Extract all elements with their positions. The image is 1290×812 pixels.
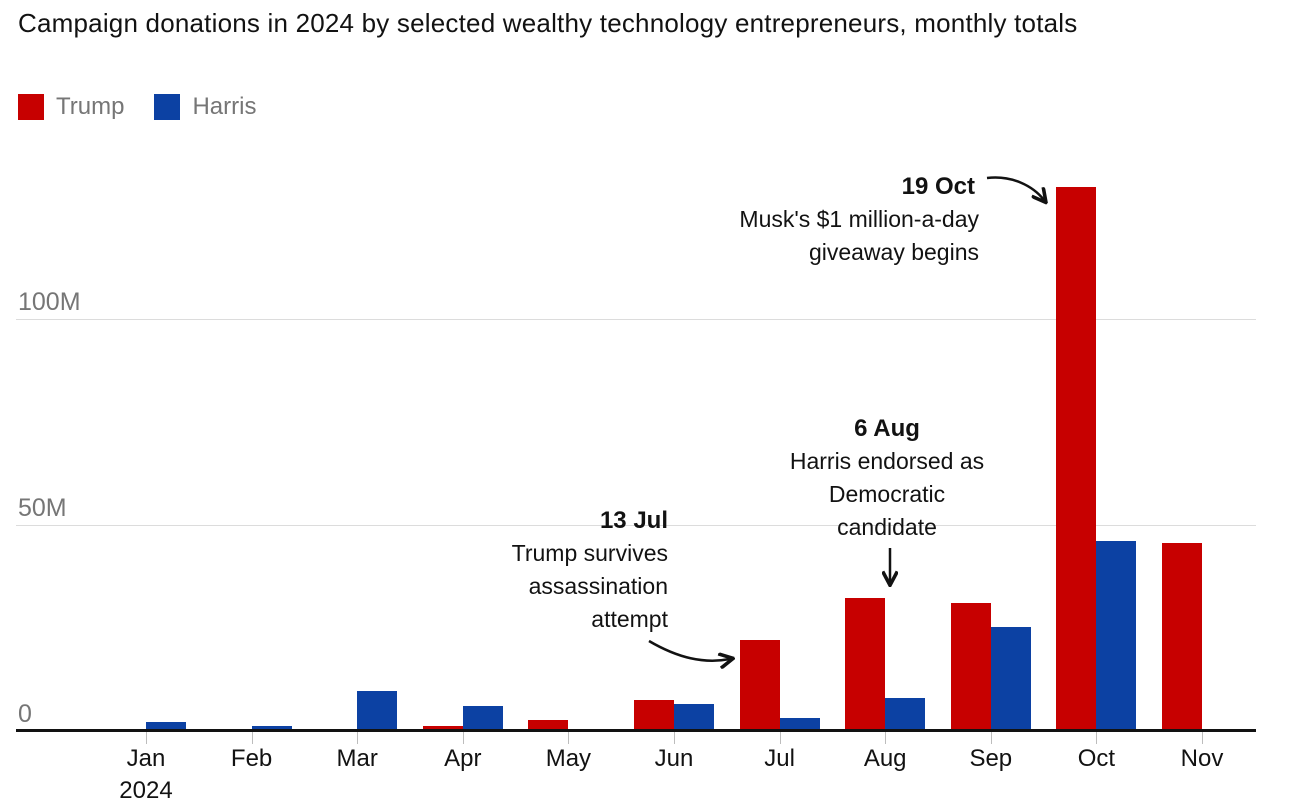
tick-jun [674, 732, 675, 744]
annotation-19oct-date: 19 Oct [901, 173, 975, 200]
bar-harris-feb [251, 726, 292, 730]
bar-trump-aug [845, 598, 886, 730]
tick-nov [1202, 732, 1203, 744]
legend: Trump Harris [18, 93, 256, 121]
annotation-6aug-date: 6 Aug [854, 415, 920, 442]
bar-trump-nov [1162, 543, 1202, 730]
y-axis-label-100m: 100M [18, 288, 81, 316]
annotation-6aug-line1: Harris endorsed as [789, 448, 985, 474]
month-label-sep: Sep [969, 745, 1013, 772]
annotation-6aug-line3: candidate [837, 514, 937, 540]
annotation-13jul: 13 Jul Trump survives assassination atte… [512, 504, 668, 636]
gridline-50m [16, 525, 1256, 526]
tick-jul [779, 732, 781, 744]
tick-jan [146, 732, 147, 744]
annotation-13jul-line2: assassination [528, 573, 668, 599]
annotation-19oct: 19 Oct Musk's $1 million-a-day giveaway … [739, 170, 979, 269]
bar-harris-jul [779, 718, 820, 730]
annotation-6aug-line2: Democratic [828, 481, 946, 507]
month-label-oct: Oct [1077, 745, 1116, 772]
month-label-apr: Apr [444, 745, 482, 772]
bar-trump-apr [422, 726, 463, 730]
month-label-jan: Jan 2024 [86, 743, 206, 807]
month-label-nov: Nov [1180, 745, 1224, 772]
tick-apr [462, 732, 464, 744]
bar-harris-oct [1096, 541, 1137, 730]
bar-trump-oct [1056, 187, 1097, 730]
legend-swatch-trump [18, 94, 44, 120]
bar-trump-may [528, 720, 569, 730]
month-label-may: May [545, 745, 592, 772]
bar-harris-apr [462, 706, 503, 730]
arrow-13jul-icon [648, 639, 730, 661]
tick-mar [357, 732, 359, 744]
month-label-feb: Feb [230, 745, 273, 772]
tick-oct [1096, 732, 1098, 744]
month-label-mar: Mar [336, 745, 378, 772]
bar-harris-sep [990, 627, 1031, 730]
legend-item-trump: Trump [18, 93, 124, 121]
bar-trump-sep [950, 603, 991, 730]
month-label-jul: Jul [764, 745, 795, 772]
bar-trump-jun [634, 700, 674, 730]
gridline-100m [16, 319, 1256, 320]
tick-may [568, 732, 570, 744]
month-label-aug: Aug [863, 745, 907, 772]
legend-label-harris: Harris [192, 93, 257, 120]
y-axis-label-0: 0 [18, 700, 32, 728]
legend-label-trump: Trump [56, 93, 125, 120]
legend-swatch-harris [154, 94, 181, 120]
annotation-6aug: 6 Aug Harris endorsed as Democratic cand… [767, 412, 1007, 544]
chart-title: Campaign donations in 2024 by selected w… [18, 8, 1078, 38]
tick-feb [251, 732, 253, 744]
year-label: 2024 [119, 777, 173, 804]
bar-harris-jun [674, 704, 714, 730]
x-axis-line [16, 729, 1256, 732]
annotation-19oct-line2: giveaway begins [808, 239, 979, 265]
legend-item-harris: Harris [154, 93, 256, 121]
tick-sep [990, 732, 992, 744]
bar-harris-aug [885, 698, 926, 730]
annotation-13jul-line3: attempt [591, 606, 668, 632]
y-axis-label-50m: 50M [18, 494, 67, 522]
annotation-19oct-line1: Musk's $1 million-a-day [739, 206, 979, 232]
bar-trump-jul [739, 640, 780, 730]
arrow-19oct-icon [986, 176, 1044, 200]
bar-harris-mar [357, 691, 398, 730]
tick-aug [885, 732, 887, 744]
annotation-13jul-date: 13 Jul [599, 507, 668, 534]
bar-harris-jan [146, 722, 186, 730]
month-label-jun: Jun [654, 745, 694, 772]
annotation-13jul-line1: Trump survives [511, 540, 668, 566]
